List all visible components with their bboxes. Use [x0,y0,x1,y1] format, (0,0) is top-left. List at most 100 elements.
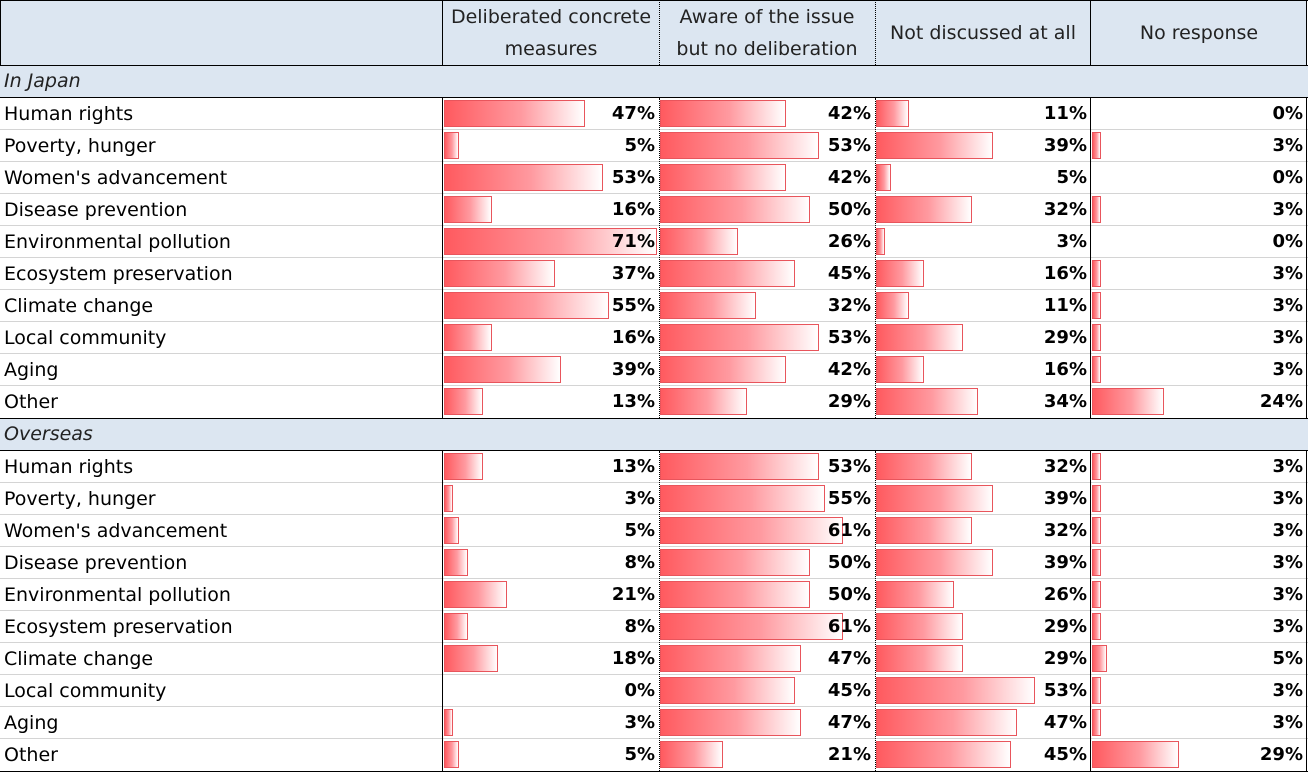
section-divider [0,97,1308,98]
data-value-label: 47% [611,103,655,124]
column-header-text: Not discussed at all [890,21,1076,44]
data-value-label: 29% [827,391,871,412]
data-value-label: 21% [827,744,871,765]
data-value-label: 18% [611,648,655,669]
row-gridline [0,546,1308,547]
data-value-label: 29% [1043,327,1087,348]
data-value-label: 29% [1259,744,1303,765]
data-bar [1092,324,1101,351]
row-gridline [0,193,1308,194]
data-bar [444,709,453,736]
section-bottom-border [0,418,1308,419]
data-value-label: 5% [1056,167,1087,188]
data-bar [1092,196,1101,223]
data-bar [1092,645,1107,672]
data-bar [660,581,810,608]
data-bar [660,324,819,351]
data-bar [444,132,459,159]
data-bar [1092,388,1164,415]
data-bar [1092,356,1101,383]
data-bar [876,388,978,415]
row-label: Poverty, hunger [4,488,156,510]
data-bar [1092,517,1101,544]
data-bar [660,196,810,223]
row-label: Local community [4,680,167,702]
data-value-label: 53% [611,167,655,188]
data-value-label: 3% [1272,616,1303,637]
data-bar [660,356,786,383]
data-value-label: 11% [1043,103,1087,124]
row-gridline [0,225,1308,226]
data-bar [444,581,507,608]
data-bar [444,228,657,255]
row-gridline [0,129,1308,130]
data-value-label: 55% [611,295,655,316]
row-label: Women's advancement [4,520,228,542]
row-gridline [0,385,1308,386]
row-label: Aging [4,712,59,734]
data-value-label: 45% [1043,744,1087,765]
data-bar [876,709,1017,736]
column-header-text: Aware of the issue [679,5,855,28]
row-label: Other [4,391,58,413]
data-bar [444,292,609,319]
data-bar [1092,549,1101,576]
data-value-label: 16% [611,327,655,348]
data-value-label: 50% [827,199,871,220]
section-header: Overseas [0,419,1308,450]
data-value-label: 3% [1272,712,1303,733]
row-label: Other [4,744,58,766]
column-border [1090,98,1091,418]
data-bar [660,100,786,127]
data-bar [660,645,801,672]
row-gridline [0,321,1308,322]
data-bar [444,324,492,351]
column-header-3: No response [1091,0,1307,65]
data-value-label: 3% [1272,552,1303,573]
data-value-label: 37% [611,263,655,284]
data-bar [876,100,909,127]
row-gridline [0,514,1308,515]
data-value-label: 53% [827,456,871,477]
data-value-label: 16% [611,199,655,220]
column-header-text: Deliberated concrete [450,5,652,28]
data-value-label: 8% [624,616,655,637]
column-border [875,98,876,418]
data-bar [444,549,468,576]
data-value-label: 47% [827,648,871,669]
data-value-label: 16% [1043,263,1087,284]
header-border [0,0,1,65]
column-header-1: Aware of the issue but no deliberation [659,0,875,65]
data-bar [876,196,972,223]
data-value-label: 5% [624,135,655,156]
data-bar [1092,613,1101,640]
data-value-label: 3% [1272,199,1303,220]
data-bar [876,324,963,351]
row-label: Disease prevention [4,552,188,574]
data-value-label: 34% [1043,391,1087,412]
row-label: Disease prevention [4,199,188,221]
data-bar [444,613,468,640]
data-bar [876,677,1035,704]
section-divider [0,450,1308,451]
data-bar [876,549,993,576]
data-value-label: 53% [827,327,871,348]
data-bar [444,453,483,480]
row-label: Local community [4,327,167,349]
data-bar [1092,581,1101,608]
data-value-label: 0% [624,680,655,701]
data-value-label: 5% [624,520,655,541]
column-header-text: No response [1139,21,1259,44]
data-bar [876,485,993,512]
data-value-label: 11% [1043,295,1087,316]
data-bar [876,292,909,319]
header-blank-cell [0,0,443,65]
data-value-label: 39% [1043,552,1087,573]
column-border [1306,98,1307,418]
data-bar [444,100,585,127]
data-value-label: 39% [1043,135,1087,156]
row-gridline [0,642,1308,643]
data-bar [876,645,963,672]
data-bar [876,581,954,608]
data-value-label: 0% [1272,167,1303,188]
